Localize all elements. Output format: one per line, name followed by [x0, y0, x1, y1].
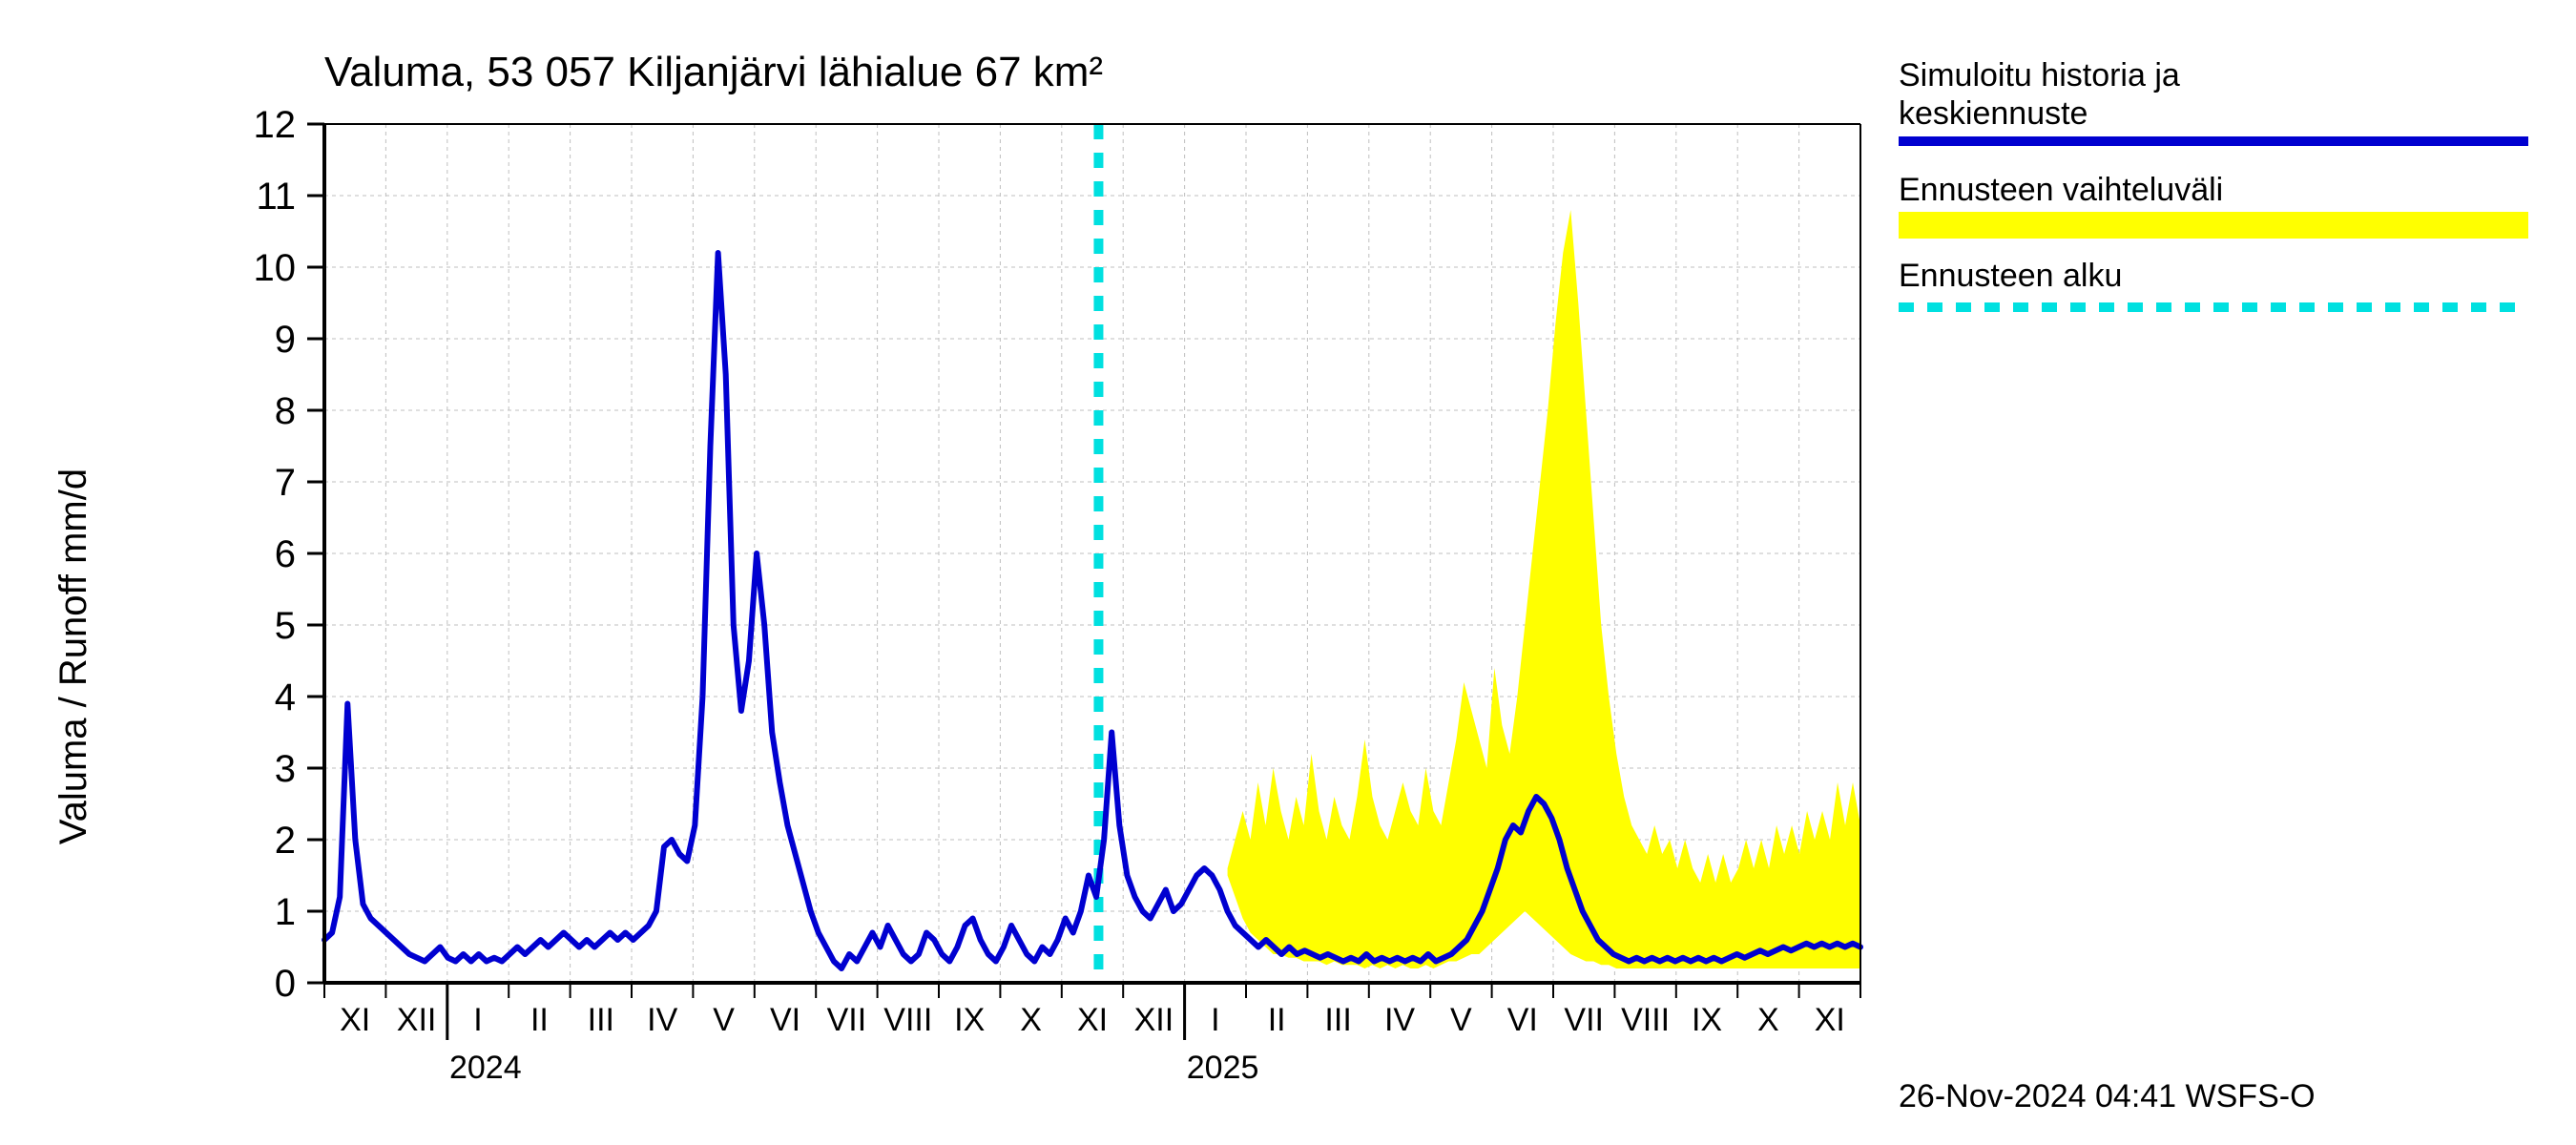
x-month-label: V [713, 1002, 735, 1038]
x-month-label: IV [1384, 1002, 1415, 1038]
x-month-label: XI [1815, 1002, 1845, 1038]
y-tick-label: 11 [256, 176, 296, 218]
x-month-label: X [1757, 1002, 1779, 1038]
footer-timestamp: 26-Nov-2024 04:41 WSFS-O [1899, 1078, 2316, 1114]
x-month-label: III [588, 1002, 614, 1038]
chart-title: Valuma, 53 057 Kiljanjärvi lähialue 67 k… [324, 49, 1103, 95]
y-tick-label: 1 [275, 891, 296, 933]
y-axis-label: Valuma / Runoff mm/d [52, 468, 94, 844]
x-month-label: VIII [1621, 1002, 1670, 1038]
y-tick-label: 0 [275, 963, 296, 1005]
y-tick-label: 6 [275, 533, 296, 575]
x-month-label: IV [647, 1002, 677, 1038]
y-tick-label: 9 [275, 319, 296, 361]
x-month-label: XI [340, 1002, 370, 1038]
chart-svg: 0123456789101112XIXIIIIIIIIIVVVIVIIVIIII… [0, 0, 2576, 1145]
x-month-label: IX [954, 1002, 985, 1038]
x-month-label: I [1211, 1002, 1219, 1038]
x-month-label: VI [1507, 1002, 1538, 1038]
x-month-label: IX [1692, 1002, 1722, 1038]
legend-band-label: Ennusteen vaihteluväli [1899, 172, 2223, 208]
x-month-label: XI [1077, 1002, 1108, 1038]
y-tick-label: 8 [275, 390, 296, 432]
x-month-label: I [473, 1002, 482, 1038]
y-tick-label: 12 [254, 104, 297, 146]
x-month-label: VI [770, 1002, 800, 1038]
x-month-label: XII [1134, 1002, 1174, 1038]
y-tick-label: 2 [275, 820, 296, 862]
x-month-label: II [1268, 1002, 1286, 1038]
legend-forecast-label: Ennusteen alku [1899, 258, 2122, 294]
x-month-label: II [530, 1002, 549, 1038]
x-year-label: 2025 [1187, 1050, 1259, 1086]
x-year-label: 2024 [449, 1050, 522, 1086]
x-month-label: VII [827, 1002, 867, 1038]
legend-series-line1: Simuloitu historia ja [1899, 57, 2180, 94]
legend-band-swatch [1899, 212, 2528, 239]
x-month-label: X [1020, 1002, 1042, 1038]
y-tick-label: 10 [254, 247, 297, 289]
legend-series-line2: keskiennuste [1899, 95, 2088, 132]
y-tick-label: 7 [275, 462, 296, 504]
x-month-label: VII [1564, 1002, 1604, 1038]
x-month-label: VIII [883, 1002, 932, 1038]
y-tick-label: 5 [275, 605, 296, 647]
x-month-label: XII [397, 1002, 437, 1038]
chart-container: 0123456789101112XIXIIIIIIIIIVVVIVIIVIIII… [0, 0, 2576, 1145]
x-month-label: V [1450, 1002, 1472, 1038]
y-tick-label: 3 [275, 748, 296, 790]
x-month-label: III [1324, 1002, 1351, 1038]
y-tick-label: 4 [275, 677, 296, 718]
